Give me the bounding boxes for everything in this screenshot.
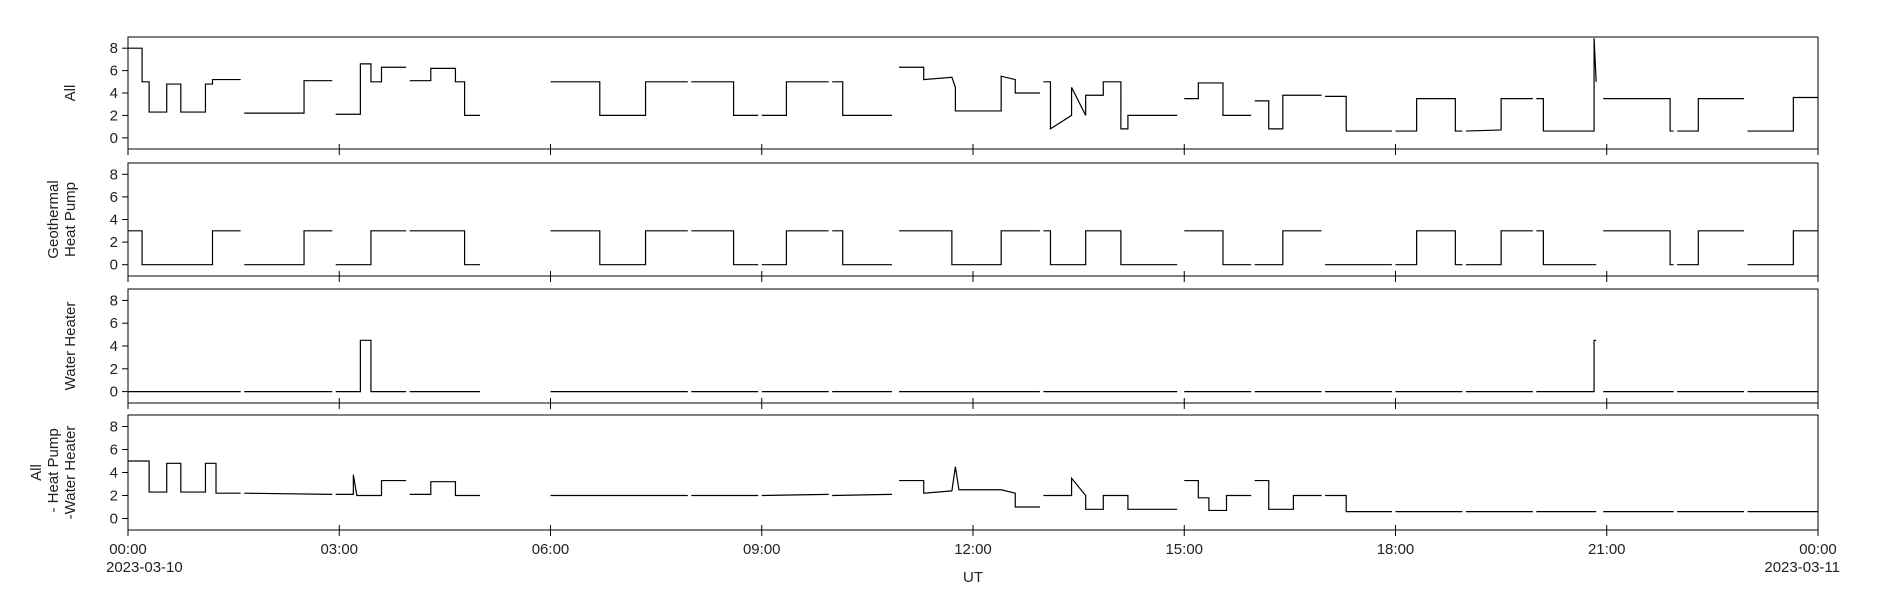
start-date: 2023-03-10 bbox=[106, 559, 183, 576]
data-line bbox=[128, 38, 1818, 132]
y-tick-label: 8 bbox=[110, 292, 118, 309]
y-axis-label-line: Geothermal bbox=[45, 180, 62, 258]
y-axis-label: GeothermalHeat Pump bbox=[45, 180, 79, 258]
y-tick-label: 8 bbox=[110, 419, 118, 436]
y-tick-label: 2 bbox=[110, 488, 118, 505]
y-tick-label: 0 bbox=[110, 384, 118, 401]
y-tick-label: 0 bbox=[110, 257, 118, 274]
y-tick-label: 4 bbox=[110, 338, 118, 355]
x-axis-label: UT bbox=[963, 569, 983, 586]
x-tick-label: 06:00 bbox=[532, 541, 570, 558]
y-tick-label: 4 bbox=[110, 212, 118, 229]
y-axis-label-line: -Water Heater bbox=[62, 426, 79, 520]
y-tick-label: 6 bbox=[110, 189, 118, 206]
y-tick-label: 8 bbox=[110, 40, 118, 57]
y-axis-label: All - Heat Pump-Water Heater bbox=[28, 426, 79, 520]
end-date: 2023-03-11 bbox=[1764, 559, 1840, 576]
y-axis-label: Water Heater bbox=[62, 302, 79, 391]
y-tick-label: 4 bbox=[110, 85, 118, 102]
y-tick-label: 2 bbox=[110, 107, 118, 124]
x-tick-label: 12:00 bbox=[954, 541, 992, 558]
x-tick-label: 21:00 bbox=[1588, 541, 1626, 558]
y-axis-label-line: Heat Pump bbox=[62, 182, 79, 257]
y-tick-label: 6 bbox=[110, 63, 118, 80]
y-tick-label: 0 bbox=[110, 511, 118, 528]
panel-frame bbox=[127, 414, 1819, 531]
panel-frame bbox=[127, 288, 1819, 404]
panel-frame bbox=[127, 162, 1819, 277]
y-tick-label: 4 bbox=[110, 465, 118, 482]
y-axis-label-line: All bbox=[28, 464, 45, 481]
data-line bbox=[128, 460, 1818, 513]
x-tick-label: 00:00 bbox=[109, 541, 147, 558]
y-axis-label-line: All bbox=[62, 85, 79, 102]
x-tick-label: 00:00 bbox=[1799, 541, 1837, 558]
y-axis-label: All bbox=[62, 85, 79, 102]
x-tick-label: 09:00 bbox=[743, 541, 781, 558]
y-tick-label: 2 bbox=[110, 234, 118, 251]
y-tick-label: 8 bbox=[110, 166, 118, 183]
data-line bbox=[128, 339, 1818, 393]
y-axis-label-line: Water Heater bbox=[62, 302, 79, 391]
x-tick-label: 18:00 bbox=[1377, 541, 1415, 558]
data-line bbox=[128, 230, 1818, 266]
y-tick-label: 6 bbox=[110, 315, 118, 332]
y-axis-label-line: - Heat Pump bbox=[45, 428, 62, 516]
panel-frame bbox=[127, 36, 1819, 150]
y-tick-label: 2 bbox=[110, 361, 118, 378]
y-tick-label: 6 bbox=[110, 442, 118, 459]
x-tick-label: 15:00 bbox=[1165, 541, 1203, 558]
x-tick-label: 03:00 bbox=[320, 541, 358, 558]
y-tick-label: 0 bbox=[110, 130, 118, 147]
